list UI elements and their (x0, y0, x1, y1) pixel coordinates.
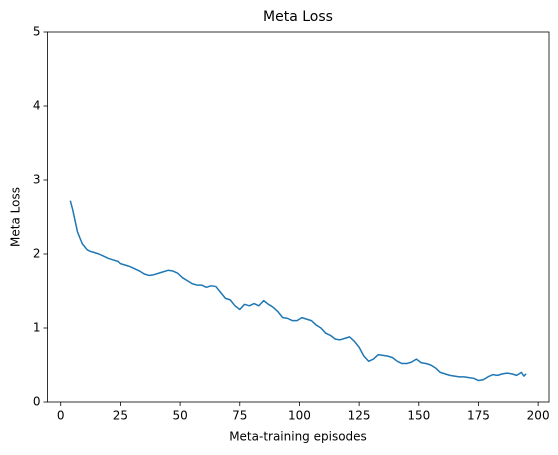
chart-title: Meta Loss (263, 9, 333, 25)
y-tick-label: 0 (33, 395, 41, 409)
plot-frame (47, 31, 550, 403)
x-tick-label: 50 (172, 409, 187, 423)
x-tick-label: 125 (348, 409, 371, 423)
x-tick-label: 25 (113, 409, 128, 423)
x-tick-label: 200 (527, 409, 550, 423)
x-tick-label: 75 (232, 409, 247, 423)
x-tick-label: 100 (288, 409, 311, 423)
y-tick-label: 3 (33, 173, 41, 187)
x-tick-label: 175 (467, 409, 490, 423)
data-line (69, 200, 527, 382)
y-tick-label: 2 (33, 247, 41, 261)
x-tick-label: 150 (407, 409, 430, 423)
y-tick-label: 5 (33, 25, 41, 39)
x-tick-label: 0 (57, 409, 65, 423)
x-axis-label: Meta-training episodes (229, 430, 367, 444)
y-tick-label: 1 (33, 321, 41, 335)
y-tick-label: 4 (33, 99, 41, 113)
y-axis-label: Meta Loss (9, 187, 23, 247)
